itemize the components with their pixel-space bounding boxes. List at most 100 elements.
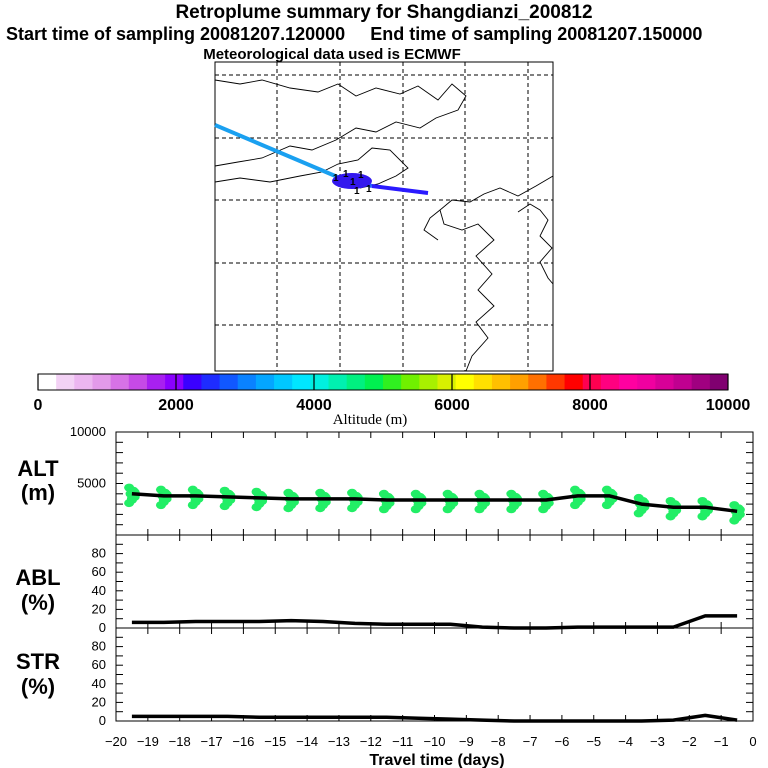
x-tick-label: −12: [360, 734, 382, 749]
border-line: [214, 79, 467, 167]
colorbar-major-ticks: [37, 374, 729, 390]
alt-scatter-point: [445, 500, 456, 509]
abl-panel-name: ABL: [15, 565, 60, 590]
abl-panel-unit: (%): [21, 590, 55, 615]
alt-scatter-point: [668, 507, 679, 516]
x-tick-label: −6: [554, 734, 569, 749]
colorbar-cell: [419, 374, 438, 390]
alt-scatter-point: [572, 496, 583, 505]
plume-trajectory: 1 1 1 1 1 1: [214, 123, 429, 197]
y-tick-label: 20: [92, 601, 106, 616]
alt-scatter-point: [732, 511, 743, 520]
sampling-times: Start time of sampling 20081207.120000 E…: [6, 24, 766, 45]
colorbar-cell: [201, 374, 221, 390]
colorbar-cell: [292, 374, 311, 390]
x-tick-label: −20: [105, 734, 127, 749]
colorbar-cell: [709, 374, 729, 390]
alt-scatter-point: [413, 500, 424, 509]
map-gridlines: [215, 62, 553, 371]
x-tick-label: −2: [682, 734, 697, 749]
colorbar-tick-label: 4000: [296, 397, 332, 414]
alt-series-line: [131, 492, 738, 514]
colorbar-cell: [455, 374, 475, 390]
y-tick-label: 80: [92, 546, 106, 561]
map-frame: [214, 61, 554, 372]
str-panel-unit: (%): [21, 674, 55, 699]
colorbar-cell: [564, 374, 584, 390]
plume-markers: 1 1 1 1 1 1: [333, 169, 372, 197]
alt-scatter-point: [222, 497, 233, 506]
x-tick-label: −15: [264, 734, 286, 749]
colorbar-xlabel: Altitude (m): [333, 412, 408, 428]
alt-scatter-point: [540, 500, 551, 509]
x-tick-label: 0: [749, 734, 756, 749]
y-tick-label: 0: [99, 620, 106, 635]
alt-panel-unit: (m): [21, 480, 55, 505]
abl-series-line: [131, 614, 738, 630]
x-tick-label: −13: [328, 734, 350, 749]
y-tick-label: 5000: [77, 476, 106, 491]
colorbar-cell: [437, 374, 457, 390]
colorbar-cell: [274, 374, 293, 390]
alt-scatter-point: [509, 500, 520, 509]
x-tick-label: −1: [714, 734, 729, 749]
colorbar-cell: [146, 374, 166, 390]
alt-scatter-point: [158, 496, 169, 505]
alt-scatter-point: [254, 498, 265, 507]
colorbar-cell: [637, 374, 656, 390]
colorbar: 0 2000 4000 6000 8000 10000 Altitude (m): [34, 373, 750, 428]
colorbar-cell: [165, 374, 184, 390]
x-tick-labels: −20 −19 −18 −17 −16 −15 −14 −13 −12 −11 −10 −9 −8 −7−…: [105, 734, 757, 749]
str-panel-name: STR: [16, 649, 60, 674]
colorbar-cell: [255, 374, 275, 390]
colorbar-cell: [92, 374, 112, 390]
colorbar-cell: [128, 374, 148, 390]
colorbar-cell: [74, 374, 93, 390]
alt-scatter-point: [477, 500, 488, 509]
abl-panel-frame: [115, 534, 754, 629]
start-time-label: Start time of sampling 20081207.120000: [6, 24, 346, 44]
y-tick-label: 60: [92, 564, 106, 579]
alt-scatter-point: [349, 499, 360, 508]
y-tick-label: 80: [92, 639, 106, 654]
colorbar-tick-label: 2000: [158, 397, 194, 414]
colorbar-cell: [619, 374, 638, 390]
map-coastlines: [214, 79, 554, 372]
alt-scatter-point: [126, 494, 137, 503]
colorbar-cell: [491, 374, 511, 390]
x-tick-label: −19: [137, 734, 159, 749]
x-tick-label: −18: [169, 734, 191, 749]
plume-cluster: [332, 173, 372, 189]
colorbar-cell: [691, 374, 711, 390]
colorbar-cell: [528, 374, 547, 390]
trajectory-far-segment: [214, 123, 341, 180]
x-axis-label: Travel time (days): [369, 752, 504, 768]
plume-marker: 1: [350, 177, 356, 188]
colorbar-cell: [328, 374, 348, 390]
alt-scatter-point: [318, 499, 329, 508]
str-series-line: [131, 713, 738, 723]
x-tick-label: −4: [618, 734, 633, 749]
coastline: [423, 209, 441, 241]
colorbar-cell: [237, 374, 257, 390]
x-tick-label: −7: [523, 734, 538, 749]
alt-panel-frame: [115, 431, 754, 536]
colorbar-cell: [383, 374, 402, 390]
x-tick-label: −17: [201, 734, 223, 749]
alt-scatter-point: [381, 500, 392, 509]
x-tick-label: −16: [232, 734, 254, 749]
alt-panel-name: ALT: [17, 456, 59, 481]
series-lines: [131, 492, 738, 723]
x-tick-label: −3: [650, 734, 665, 749]
plume-marker: 1: [366, 184, 372, 195]
x-tick-label: −10: [423, 734, 445, 749]
alt-scatter-point: [734, 505, 745, 514]
str-panel-frame: [115, 627, 754, 722]
alt-scatter-point: [636, 504, 647, 513]
colorbar-cell: [38, 374, 57, 390]
alt-scatter-point: [286, 499, 297, 508]
plume-marker: 1: [354, 186, 360, 197]
y-tick-label: 40: [92, 676, 106, 691]
colorbar-cell: [183, 374, 202, 390]
colorbar-cell: [364, 374, 384, 390]
